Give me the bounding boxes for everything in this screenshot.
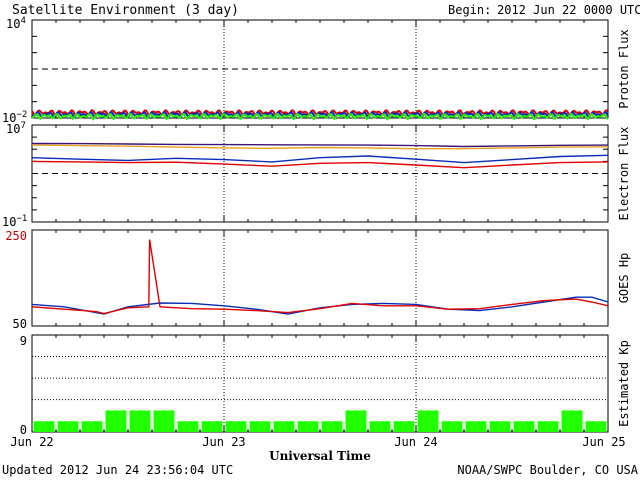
xtick-label-2: Jun 24 [394,435,437,449]
kp-bar-23 [585,421,607,432]
kp-bar-15 [393,421,415,432]
kp-bar-3 [105,410,127,432]
ytick-label-top-0: 104 [6,16,26,31]
x-axis-label: Universal Time [269,449,371,463]
series-1-purple [31,142,609,148]
panel-label-0: Proton Flux [617,29,631,108]
footer-updated: Updated 2012 Jun 24 23:56:04 UTC [2,463,233,477]
panel-label-1: Electron Flux [617,127,631,221]
kp-bar-16 [417,410,439,432]
kp-bar-6 [177,421,199,432]
panel-frame-1 [31,124,609,223]
xtick-label-3: Jun 25 [582,435,625,449]
kp-bar-7 [201,421,223,432]
kp-bar-5 [153,410,175,432]
kp-bar-14 [369,421,391,432]
panel-frame-2 [31,229,609,327]
kp-bar-8 [225,421,247,432]
series-2-red [31,239,609,315]
begin-label: Begin: [448,3,491,17]
panel-label-2: GOES Hp [617,253,631,304]
kp-bar-12 [321,421,343,432]
ytick-label-bottom-1: 10−1 [2,214,27,229]
series-1-red [31,160,609,169]
ytick-label-top-3: 9 [20,334,27,348]
ytick-label-top-2: 250 [5,229,27,243]
kp-bar-19 [489,421,511,432]
kp-bar-22 [561,410,583,432]
kp-bar-10 [273,421,295,432]
xtick-label-1: Jun 23 [202,435,245,449]
chart-title: Satellite Environment (3 day) [12,3,239,18]
ytick-label-top-1: 107 [6,121,26,136]
kp-bar-2 [81,421,103,432]
footer-credit: NOAA/SWPC Boulder, CO USA [457,463,638,477]
kp-bar-18 [465,421,487,432]
kp-bar-4 [129,410,151,432]
series-1-orange [31,144,609,150]
kp-bar-9 [249,421,271,432]
xtick-label-0: Jun 22 [10,435,53,449]
kp-bar-11 [297,421,319,432]
kp-bar-21 [537,421,559,432]
panel-label-3: Estimated Kp [617,340,631,427]
kp-bar-17 [441,421,463,432]
kp-bar-0 [33,421,55,432]
ytick-label-bottom-3: 0 [20,423,27,437]
series-1-blue [31,154,609,164]
begin-value: 2012 Jun 22 0000 UTC [497,3,640,17]
series-2-blue [31,296,609,315]
kp-bar-13 [345,410,367,432]
kp-bar-1 [57,421,79,432]
kp-bar-20 [513,421,535,432]
series-0-green [31,112,609,121]
panel-frame-0 [31,19,609,119]
ytick-label-bottom-0: 10−2 [2,110,27,125]
ytick-label-bottom-2: 50 [13,317,27,331]
